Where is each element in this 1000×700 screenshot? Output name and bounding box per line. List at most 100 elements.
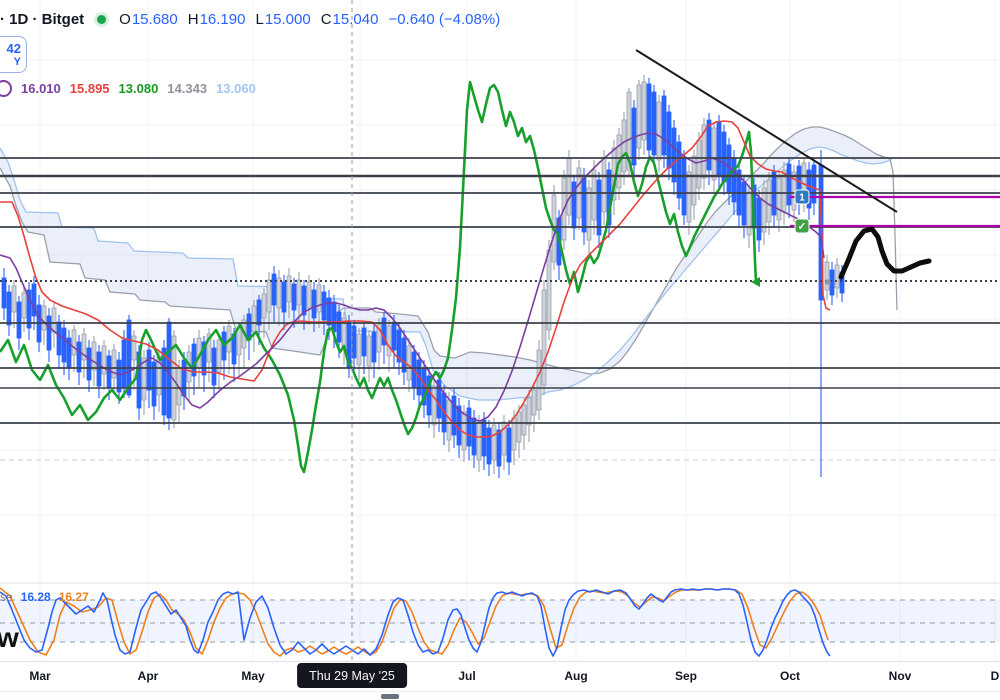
candle-body xyxy=(86,347,92,381)
candle-body xyxy=(71,329,77,356)
candle-body xyxy=(621,119,627,173)
low-value: 15.000 xyxy=(264,11,311,28)
candle-body xyxy=(56,321,62,356)
symbol-title[interactable]: · 1D · Bitget xyxy=(0,11,85,28)
ichimoku-legend-value: 16.010 xyxy=(21,81,61,96)
candle-body xyxy=(321,291,327,321)
stoch-k-value: 16.28 xyxy=(20,590,51,604)
candle-body xyxy=(676,141,682,199)
candle-body xyxy=(436,379,442,419)
candle-body xyxy=(691,155,697,206)
candle-body xyxy=(116,359,122,393)
candle-body xyxy=(301,285,307,316)
candle-body xyxy=(206,333,212,363)
descending-trendline[interactable] xyxy=(635,49,898,213)
chikou-end-marker xyxy=(751,277,760,287)
candle-body xyxy=(661,95,667,156)
time-axis-label: Jul xyxy=(458,669,476,683)
candle-body xyxy=(741,181,747,226)
candles-layer xyxy=(1,75,845,478)
candle-body xyxy=(756,197,762,241)
time-axis[interactable]: Thu 29 May '25 Mar Apr May Jul Aug Sep Oct Nov D xyxy=(0,661,1000,692)
candle-body xyxy=(586,187,592,241)
candle-body xyxy=(336,311,342,343)
time-axis-label: May xyxy=(241,669,265,683)
candle-body xyxy=(311,289,317,319)
candle-body xyxy=(626,91,632,171)
candle-body xyxy=(581,177,587,233)
candle-body xyxy=(296,279,302,306)
ray-badge-box[interactable] xyxy=(794,218,810,234)
candle-body xyxy=(61,327,67,363)
candle-body xyxy=(701,124,707,179)
candle-body xyxy=(721,131,727,183)
candle-body xyxy=(101,345,107,375)
price-dot-marker xyxy=(825,279,831,285)
candle-body xyxy=(596,179,602,236)
time-axis-label: Sep xyxy=(674,669,698,683)
change-value: −0.640 (−4.08%) xyxy=(388,11,501,28)
candle-body xyxy=(766,179,772,223)
candle-body xyxy=(541,289,547,386)
candle-body xyxy=(166,321,172,419)
ichimoku-legend[interactable]: 16.010 15.895 13.080 14.343 13.060 xyxy=(0,80,256,97)
ray-badge-box[interactable] xyxy=(794,189,810,205)
candle-body xyxy=(456,405,462,446)
brush-squiggle-drawing[interactable] xyxy=(838,226,932,280)
candle-body xyxy=(601,157,607,213)
ray-badge-glyph: 1 xyxy=(799,193,805,204)
candle-body xyxy=(501,421,507,456)
candle-body xyxy=(481,419,487,457)
pane-handle-icon[interactable] xyxy=(381,694,399,699)
crosshair-date-tooltip: Thu 29 May '25 xyxy=(297,663,407,688)
candle-body xyxy=(121,339,127,389)
candle-body xyxy=(131,335,137,361)
candle-body xyxy=(706,119,712,171)
candle-body xyxy=(251,305,257,333)
candle-body xyxy=(426,375,432,416)
ichimoku-legend-value: 13.080 xyxy=(118,81,159,96)
ray-badge[interactable]: 1 xyxy=(794,189,810,205)
pane-separator-strip xyxy=(0,691,1000,700)
candle-body xyxy=(506,427,512,463)
candle-body xyxy=(526,397,532,426)
trade-buy-button[interactable]: 42 Y xyxy=(0,36,27,73)
ichimoku-legend-value: 13.060 xyxy=(216,81,256,96)
senkou-span-b-line xyxy=(0,146,893,401)
candle-body xyxy=(81,333,87,361)
candle-body xyxy=(406,345,412,381)
candle-body xyxy=(671,127,677,183)
candle-body xyxy=(1,277,7,309)
stochastic-legend[interactable]: se 16.28 16.27 xyxy=(0,590,89,604)
time-axis-label: Mar xyxy=(29,669,51,683)
candle-body xyxy=(351,325,357,359)
chart-canvas[interactable]: 1✓ xyxy=(0,0,1000,661)
candle-body xyxy=(776,177,782,221)
time-axis-label: Oct xyxy=(779,669,801,683)
candle-body xyxy=(591,169,597,221)
indicator-icon[interactable] xyxy=(0,80,12,97)
close-value: 15.040 xyxy=(332,11,379,28)
candle-body xyxy=(466,407,472,447)
candle-body xyxy=(216,339,222,373)
candle-body xyxy=(636,84,642,149)
candle-body xyxy=(96,351,102,387)
watermark-fragment: w xyxy=(0,622,19,653)
tenkan-sen-line xyxy=(0,132,825,422)
market-status-icon xyxy=(97,15,107,24)
ray-badge[interactable]: ✓ xyxy=(794,218,810,234)
candle-body xyxy=(256,299,262,326)
stoch-d-value: 16.27 xyxy=(58,590,89,604)
candle-body xyxy=(126,319,132,396)
candle-body xyxy=(261,293,267,319)
candle-body xyxy=(486,427,492,465)
candle-body xyxy=(376,323,382,353)
candle-body xyxy=(786,163,792,206)
candle-body xyxy=(641,81,647,141)
ichimoku-legend-value: 14.343 xyxy=(167,81,208,96)
open-label: O xyxy=(119,11,131,28)
candle-body xyxy=(666,111,672,169)
trade-side-fragment: Y xyxy=(13,55,21,68)
candle-body xyxy=(26,289,32,329)
